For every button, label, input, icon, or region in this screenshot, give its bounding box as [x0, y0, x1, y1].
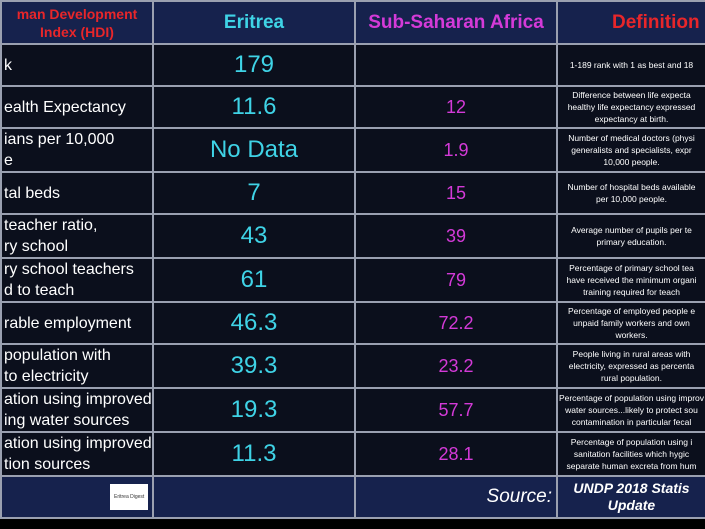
definition: Number of medical doctors (physi general…	[556, 127, 705, 173]
logo: Eritrea Digest	[110, 484, 149, 510]
value-cell: 43	[152, 213, 356, 259]
definition: 1-189 rank with 1 as best and 18	[556, 43, 705, 87]
indicator: k	[0, 43, 154, 87]
data-row: population with to electricity 39.3 23.2 Pe…	[0, 343, 705, 389]
value-cell: 19.3	[152, 387, 356, 433]
data-row: k 179 1-189 rank with 1 as best and 18	[0, 43, 705, 87]
indicator: ealth Expectancy	[0, 85, 154, 129]
indicator: rable employment	[0, 301, 154, 345]
definition: Average number of pupils per te primary …	[556, 213, 705, 259]
value-cell: No Data	[152, 127, 356, 173]
value-cell: 11.6	[152, 85, 356, 129]
definition: Number of hospital beds available per 10…	[556, 171, 705, 215]
definition: Percentage of employed people e unpaid f…	[556, 301, 705, 345]
indicator: ation using improved tion sources	[0, 431, 154, 477]
indicator: population with to electricity	[0, 343, 154, 389]
definition: Difference between life expecta healthy …	[556, 85, 705, 129]
indicator: ians per 10,000 e	[0, 127, 154, 173]
value-cell: 7	[152, 171, 356, 215]
indicator: tal beds	[0, 171, 154, 215]
value-cell: 11.3	[152, 431, 356, 477]
value-cell: 72.2	[354, 301, 558, 345]
header-cell: Sub-Saharan Africa	[354, 0, 558, 45]
value-cell: 39	[354, 213, 558, 259]
value-cell: 23.2	[354, 343, 558, 389]
value-cell: 12	[354, 85, 558, 129]
data-row: ealth Expectancy 11.6 12 Difference between…	[0, 85, 705, 129]
indicator: teacher ratio, ry school	[0, 213, 154, 259]
value-cell: 1.9	[354, 127, 558, 173]
header-row: man Development Index (HDI) Eritrea Sub-Sa…	[0, 0, 705, 45]
header-cell: Definition	[556, 0, 705, 45]
data-row: teacher ratio, ry school 43 39 Average numb…	[0, 213, 705, 259]
data-row: ry school teachers d to teach 61 79 Percent…	[0, 257, 705, 303]
header-cell: Eritrea	[152, 0, 356, 45]
footer-row: Eritrea Digest Source: UNDP 2018 Statis Up…	[0, 475, 705, 519]
data-row: ation using improved ing water sources 19…	[0, 387, 705, 433]
value-cell: 28.1	[354, 431, 558, 477]
value-cell	[354, 43, 558, 87]
data-row: rable employment 46.3 72.2 Percentage of em…	[0, 301, 705, 345]
data-row: ians per 10,000 e No Data 1.9 Number of med…	[0, 127, 705, 173]
indicator: ation using improved ing water sources	[0, 387, 154, 433]
logo-cell: Eritrea Digest	[0, 475, 154, 519]
header-cell: man Development Index (HDI)	[0, 0, 154, 45]
value-cell: 61	[152, 257, 356, 303]
indicator: ry school teachers d to teach	[0, 257, 154, 303]
definition: Percentage of primary school tea have re…	[556, 257, 705, 303]
source: UNDP 2018 Statis Update	[556, 475, 705, 519]
definition: People living in rural areas with electr…	[556, 343, 705, 389]
definition: Percentage of population using i sanitat…	[556, 431, 705, 477]
empty-cell	[152, 475, 356, 519]
value-cell: 57.7	[354, 387, 558, 433]
value-cell: 39.3	[152, 343, 356, 389]
value-cell: 15	[354, 171, 558, 215]
value-cell: 79	[354, 257, 558, 303]
data-row: ation using improved tion sources 11.3 28.…	[0, 431, 705, 477]
value-cell: 179	[152, 43, 356, 87]
data-row: tal beds 7 15 Number of hospital beds avail…	[0, 171, 705, 215]
source-label: Source:	[354, 475, 558, 519]
definition: Percentage of population using improv wa…	[556, 387, 705, 433]
value-cell: 46.3	[152, 301, 356, 345]
